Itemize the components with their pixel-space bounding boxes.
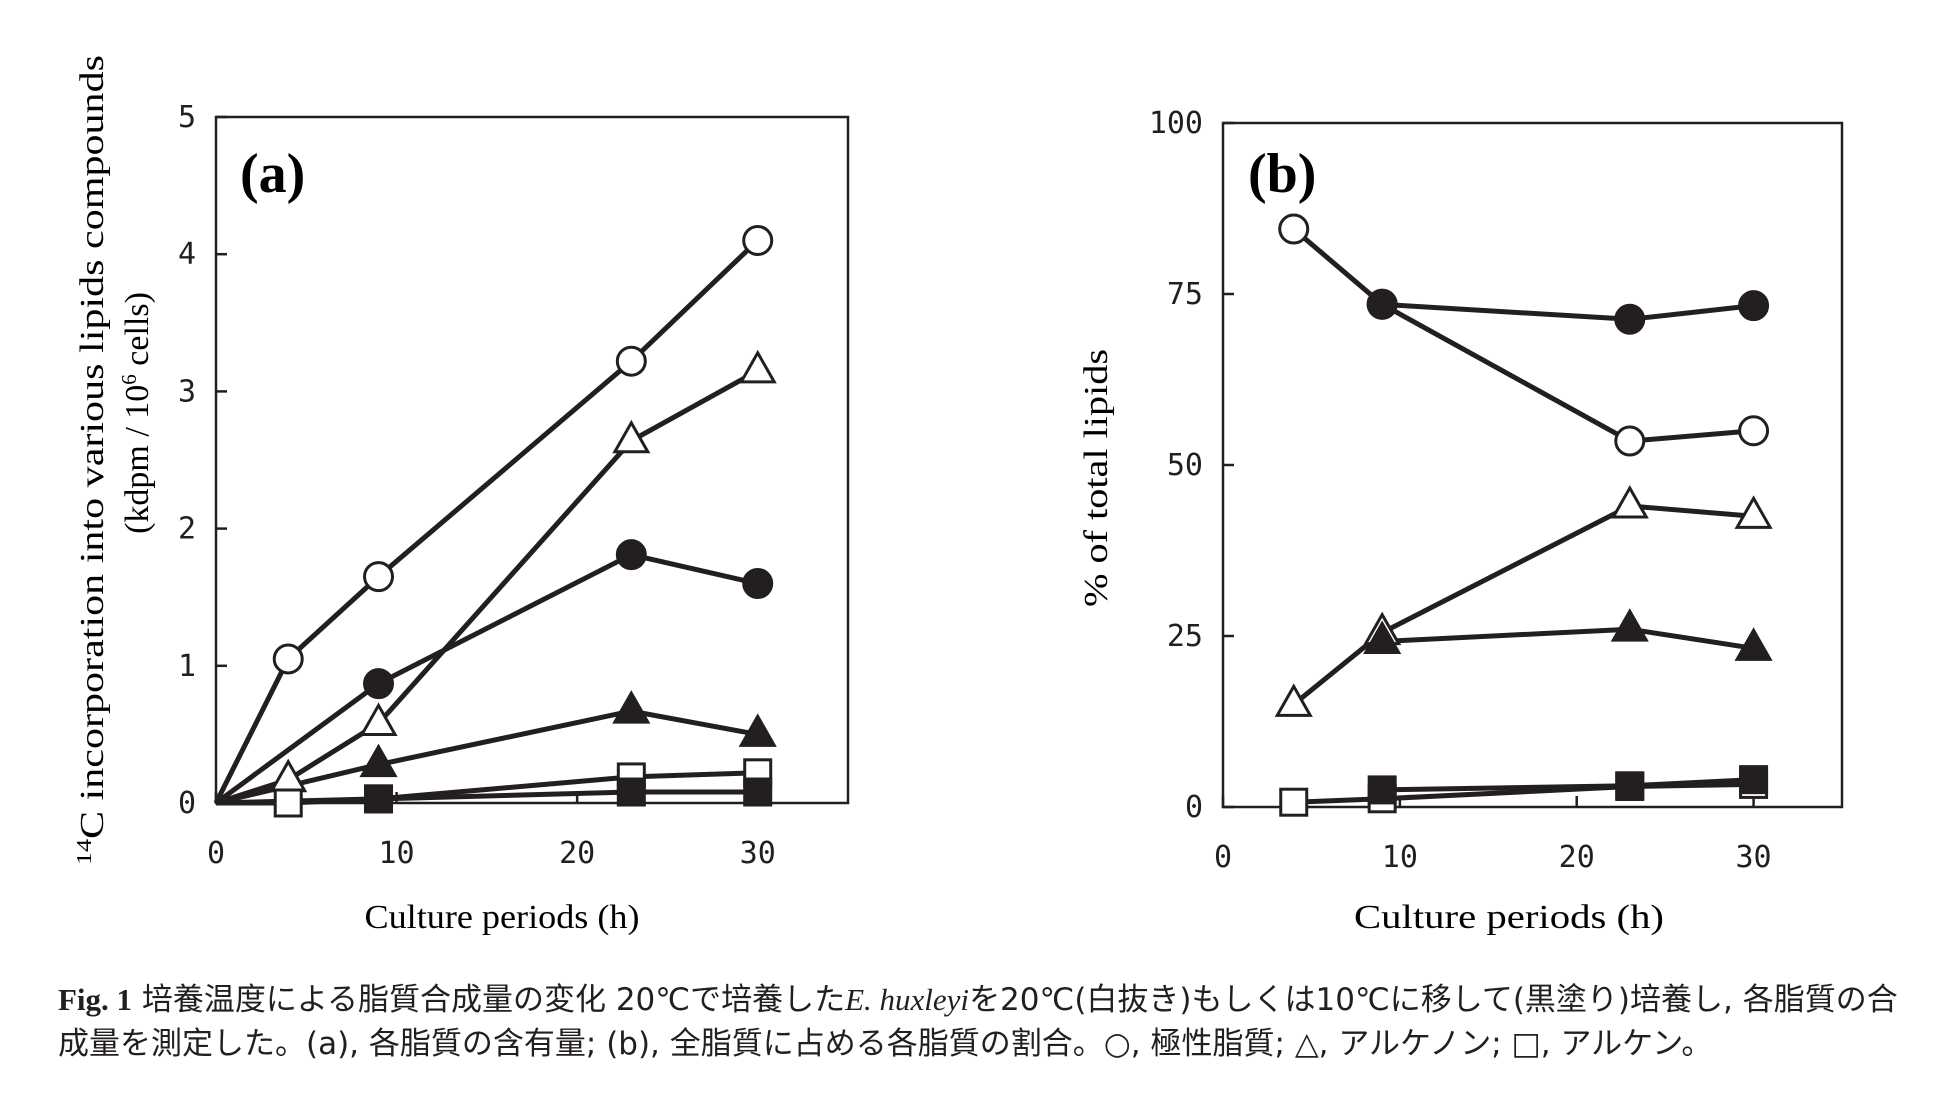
panel-a-x-tick-label: 20	[559, 836, 595, 871]
panel-a-plot-frame	[214, 115, 850, 805]
figure-caption: Fig. 1 培養温度による脂質合成量の変化 20℃で培養したE. huxley…	[58, 978, 1908, 1066]
panel-b-x-tick-label: 20	[1559, 840, 1595, 875]
panel-a-series-4-square-point	[273, 788, 303, 818]
panel-b-series-3-triangle-point	[1734, 627, 1773, 661]
panel-a-series-1-triangle-point	[612, 419, 651, 454]
panel-b-y-axis-label: % of total lipids	[1078, 349, 1115, 607]
panel-b-series-5-square-point	[1367, 775, 1397, 805]
panel-a-y-axis-units-a: (kdpm / 10	[119, 385, 156, 534]
panel-a-y-tick-label: 3	[178, 374, 196, 409]
panel-a-series-0-circle-point	[272, 643, 304, 675]
panel-a-x-tick-label: 10	[379, 836, 415, 871]
panel-a-series-0-circle-point	[363, 561, 395, 593]
panel-b-x-axis-label: Culture periods (h)	[1354, 899, 1664, 936]
panel-b-chart: (b) Culture periods (h) % of total lipid…	[1078, 106, 1844, 936]
panel-b-series-4-square-point	[1279, 787, 1309, 817]
panel-a-series-2-circle-point	[363, 668, 395, 700]
panel-a-x-axis-label: Culture periods (h)	[365, 899, 640, 936]
panel-b-series-1-circle-point	[1366, 288, 1398, 320]
panel-a-series-3-triangle-point	[738, 713, 777, 747]
panel-a-y-axis-units-sup: 6	[117, 374, 141, 385]
panel-b-series-2-triangle-point	[1734, 495, 1773, 529]
panel-a-series-0-circle-point	[615, 345, 647, 377]
panel-a-series-1-triangle-point	[269, 758, 308, 793]
caption-species-name: E. huxleyi	[845, 982, 970, 1017]
panel-a-x-tick-label: 0	[207, 836, 225, 871]
panel-a-label: (a)	[240, 143, 305, 205]
panel-b-series-2-line	[1292, 503, 1754, 707]
panel-b-label: (b)	[1248, 143, 1316, 205]
panel-a-series-1-line	[215, 368, 759, 806]
caption-text-part1: 培養温度による脂質合成量の変化 20℃で培養した	[132, 982, 846, 1018]
panel-b-series-1-circle-point	[1738, 290, 1770, 322]
panel-b-series-3-line	[1382, 626, 1754, 651]
panel-b-series-5-line	[1382, 777, 1754, 793]
panel-a-y-tick-label: 0	[178, 786, 196, 821]
panel-a-series-3-triangle-point	[359, 743, 398, 778]
panel-a-y-axis-label-main: C incorporation into various lipids comp…	[74, 55, 111, 839]
panel-a-y-axis-superscript: 14	[72, 838, 96, 865]
panel-a-y-axis-label-line2: (kdpm / 106 cells)	[117, 292, 156, 534]
panel-a-series-5-square-point	[743, 777, 773, 807]
panel-b-series-3-triangle-point	[1363, 620, 1402, 654]
panel-a-series-0-circle-point	[742, 224, 774, 256]
panel-b-series-4-line	[1293, 781, 1754, 805]
panel-b-series-0-circle-point	[1614, 425, 1646, 457]
caption-text-part2: を20℃(白抜き)もしくは10℃に移して(黒塗り)培養し, 各脂質の合成量を測定…	[58, 982, 1898, 1062]
panel-b-series-5-square-point	[1615, 771, 1645, 801]
panel-b-y-tick-label: 50	[1167, 448, 1203, 483]
panel-b-y-tick-label: 25	[1167, 619, 1203, 654]
panel-a-chart: (a) Culture periods (h) 14C incorporatio…	[72, 55, 850, 936]
panel-a-series-2-line	[214, 552, 759, 806]
panel-b-series-0-circle-point	[1278, 213, 1310, 245]
panel-a-y-tick-label: 2	[178, 512, 196, 547]
panel-b-x-tick-label: 30	[1736, 840, 1772, 875]
panel-b-series-2-triangle-point	[1274, 683, 1313, 717]
panel-b-x-tick-label: 10	[1382, 840, 1418, 875]
panel-b-y-tick-label: 100	[1149, 106, 1203, 141]
panel-a-series-3-triangle-point	[612, 690, 651, 724]
panel-b-x-tick-label: 0	[1214, 840, 1232, 875]
panel-b-plot-frame	[1221, 121, 1844, 809]
panel-b-y-tick-label: 0	[1185, 790, 1203, 825]
panel-a-y-tick-label: 4	[178, 237, 196, 272]
panel-a-series-2-circle-point	[615, 539, 647, 571]
panel-a-y-tick-label: 5	[178, 100, 196, 135]
panel-a-y-axis-units-b: cells)	[119, 292, 156, 374]
panel-a-x-tick-label: 30	[740, 836, 776, 871]
panel-a-series-2-circle-point	[742, 567, 774, 599]
panel-a-series-1-triangle-point	[738, 349, 777, 384]
panel-b-y-tick-label: 75	[1167, 277, 1203, 312]
panel-b-series-0-line	[1292, 227, 1754, 444]
panel-b-series-1-line	[1382, 301, 1754, 322]
panel-b-series-3-triangle-point	[1610, 608, 1649, 642]
panel-a-y-axis-label-line1: 14C incorporation into various lipids co…	[72, 55, 111, 865]
panel-b-series-1-circle-point	[1614, 303, 1646, 335]
panel-a-series-5-square-point	[616, 777, 646, 807]
panel-b-series-5-square-point	[1739, 765, 1769, 795]
panel-b-series-0-circle-point	[1738, 415, 1770, 447]
panel-a-y-tick-label: 1	[178, 649, 196, 684]
caption-figure-number: Fig. 1	[58, 982, 133, 1017]
panel-a-series-5-square-point	[364, 784, 394, 814]
panel-a-series-1-triangle-point	[359, 702, 398, 736]
panel-b-series-2-triangle-point	[1610, 485, 1649, 519]
